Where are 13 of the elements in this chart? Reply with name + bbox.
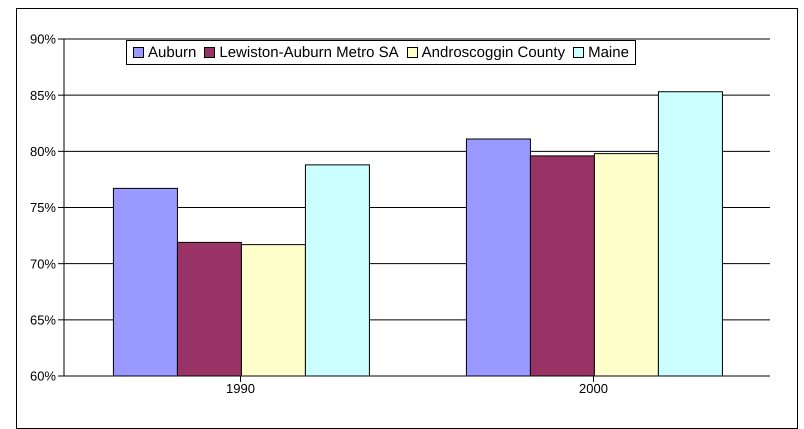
x-tick-label: 2000 — [579, 381, 608, 396]
y-tick-label: 85% — [30, 88, 56, 103]
y-tick-label: 75% — [30, 200, 56, 216]
legend-label: Androscoggin County — [420, 44, 566, 61]
y-tick-label: 90% — [30, 32, 56, 47]
legend-label: Auburn — [147, 44, 196, 61]
legend-label: Maine — [587, 44, 629, 61]
y-tick-label: 70% — [30, 256, 56, 272]
legend-label: Lewiston-Auburn Metro SA — [218, 44, 399, 61]
y-tick-label: 65% — [30, 312, 56, 328]
x-tick-label: 1990 — [226, 381, 255, 396]
y-tick-label: 80% — [30, 144, 56, 159]
y-tick-label: 60% — [30, 368, 56, 384]
